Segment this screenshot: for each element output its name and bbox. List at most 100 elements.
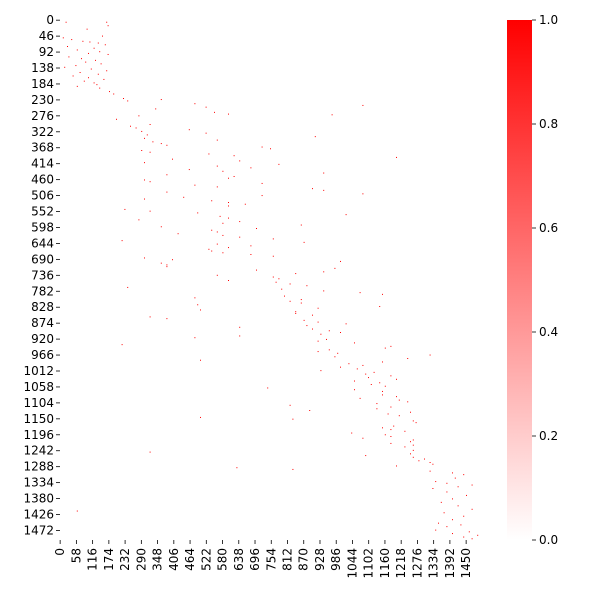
heatmap-cell [121, 240, 123, 242]
colorbar-tick-label: 0.8 [539, 117, 558, 131]
y-tick-label: 552 [31, 205, 54, 219]
heatmap-cell [446, 491, 448, 493]
heatmap-cell [89, 41, 91, 43]
x-tick-label: 870 [297, 548, 311, 571]
heatmap-cell [323, 271, 325, 273]
heatmap-cell [211, 250, 213, 252]
heatmap-cell [390, 406, 392, 408]
heatmap-cell [390, 345, 392, 347]
heatmap-cell [123, 98, 124, 99]
heatmap-cell [76, 510, 78, 512]
heatmap-cell [228, 217, 229, 219]
heatmap-cell [205, 106, 207, 108]
heatmap-cell [228, 280, 229, 281]
heatmap-cell [300, 224, 302, 226]
y-tick-label: 322 [31, 125, 54, 139]
heatmap-cell [373, 371, 375, 373]
heatmap-cell [239, 335, 241, 337]
x-tick-label: 580 [216, 548, 230, 571]
heatmap-cell [160, 226, 162, 228]
heatmap-cell [323, 290, 325, 292]
heatmap-cell [239, 160, 241, 162]
heatmap-cell [104, 44, 106, 46]
y-tick-label: 1150 [23, 412, 54, 426]
heatmap-cell [216, 243, 218, 245]
y-tick-label: 138 [31, 61, 54, 75]
heatmap-cell [239, 326, 241, 328]
heatmap-cell [62, 37, 64, 39]
heatmap-cell [410, 411, 411, 413]
heatmap-cell [272, 255, 274, 257]
heatmap-cell [79, 72, 81, 73]
heatmap-cell [160, 143, 162, 145]
heatmap-cell [382, 427, 383, 429]
heatmap-cell [81, 58, 82, 60]
heatmap-cell [452, 519, 453, 521]
heatmap-cell [67, 46, 68, 47]
y-tick-label: 92 [39, 45, 54, 59]
heatmap-cell [141, 150, 143, 151]
heatmap-cell [96, 84, 98, 86]
heatmap-cell [228, 177, 229, 179]
heatmap-cell [160, 99, 162, 101]
heatmap-cell [407, 358, 409, 359]
heatmap-cell [312, 188, 313, 190]
heatmap-cell [272, 276, 274, 278]
heatmap-cell [166, 318, 168, 320]
heatmap-cell [354, 389, 355, 391]
heatmap-cell [149, 151, 151, 153]
heatmap-cell [398, 399, 400, 401]
heatmap-cell [72, 75, 74, 77]
heatmap-cell [144, 137, 145, 139]
heatmap-cell [228, 113, 229, 115]
heatmap-cell [194, 103, 196, 105]
heatmap-cell [130, 125, 131, 127]
y-tick-label: 276 [31, 109, 54, 123]
heatmap-cell [233, 155, 235, 157]
heatmap-cell [135, 127, 137, 129]
x-tick-label: 1044 [345, 548, 359, 579]
heatmap-cell [183, 196, 185, 198]
heatmap-cell [194, 297, 196, 299]
heatmap-cell [239, 221, 241, 223]
heatmap-cell [95, 59, 96, 61]
heatmap-cell [177, 233, 179, 235]
y-tick-label: 414 [31, 157, 54, 171]
x-tick-label: 116 [86, 548, 100, 571]
colorbar-tick-label: 1.0 [539, 13, 558, 27]
heatmap-cell [211, 200, 213, 202]
heatmap-cell [460, 524, 462, 526]
heatmap-cell [149, 210, 151, 212]
heatmap-cell [239, 236, 241, 238]
heatmap-cell [228, 247, 229, 249]
x-tick-label: 812 [281, 548, 295, 571]
heatmap-cell [106, 70, 108, 72]
heatmap-cell [471, 538, 473, 540]
heatmap-cell [323, 189, 325, 191]
x-tick-label: 522 [199, 548, 213, 571]
heatmap-cell [76, 49, 78, 51]
heatmap-cell [97, 42, 99, 44]
heatmap-cell [97, 73, 99, 75]
heatmap-cell [412, 420, 414, 422]
heatmap-cell [457, 505, 459, 507]
heatmap-cell [312, 314, 313, 316]
heatmap-cell [144, 162, 145, 164]
heatmap-cell [340, 332, 341, 333]
x-tick-label: 348 [151, 548, 165, 571]
x-tick-label: 1334 [427, 548, 441, 579]
colorbar [507, 20, 532, 540]
y-tick-label: 1426 [23, 508, 54, 522]
heatmap-cell [328, 330, 330, 332]
heatmap-cell [376, 403, 378, 405]
heatmap-cell [477, 534, 479, 536]
heatmap-cell [216, 231, 218, 233]
heatmap-cell [289, 404, 291, 406]
heatmap-cell [300, 302, 302, 304]
heatmap-cell [194, 337, 196, 339]
y-tick-label: 874 [31, 316, 54, 330]
y-tick-label: 368 [31, 141, 54, 155]
x-tick-label: 754 [264, 548, 278, 571]
heatmap-cell [106, 21, 108, 23]
heatmap-cell [284, 295, 285, 297]
